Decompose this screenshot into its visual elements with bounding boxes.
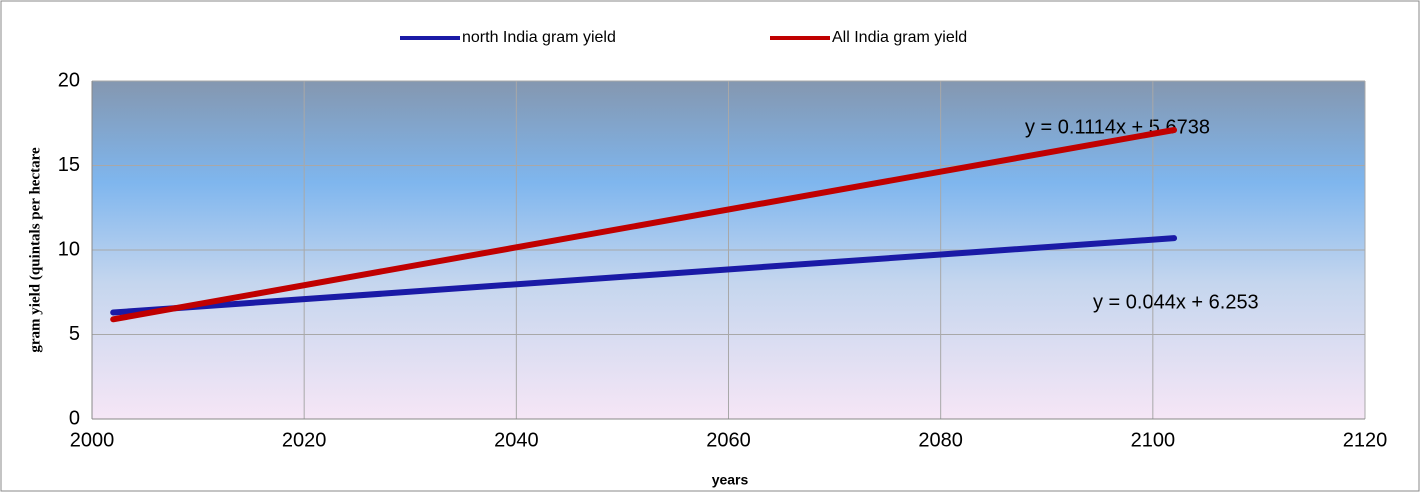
series-line bbox=[110, 235, 1178, 316]
x-tick-label: 2000 bbox=[70, 429, 115, 451]
annotation: y = 0.044x + 6.253 bbox=[1093, 291, 1259, 313]
y-tick-label: 0 bbox=[69, 407, 80, 429]
y-tick-label: 10 bbox=[58, 238, 80, 260]
x-tick-label: 2120 bbox=[1343, 429, 1388, 451]
x-tick-label: 2040 bbox=[494, 429, 539, 451]
legend-label: north India gram yield bbox=[462, 29, 616, 46]
x-tick-label: 2060 bbox=[706, 429, 751, 451]
y-tick-label: 20 bbox=[58, 69, 80, 91]
y-axis-label: gram yield (quintals per hectare bbox=[27, 147, 43, 353]
series-line bbox=[110, 127, 1178, 323]
y-tick-label: 5 bbox=[69, 323, 80, 345]
y-tick-label: 15 bbox=[58, 154, 80, 176]
x-tick-label: 2100 bbox=[1131, 429, 1176, 451]
legend-label: All India gram yield bbox=[832, 29, 967, 46]
x-tick-label: 2020 bbox=[282, 429, 327, 451]
annotation: y = 0.1114x + 5.6738 bbox=[1025, 116, 1210, 138]
x-axis-label: years bbox=[712, 472, 749, 488]
x-tick-label: 2080 bbox=[918, 429, 963, 451]
